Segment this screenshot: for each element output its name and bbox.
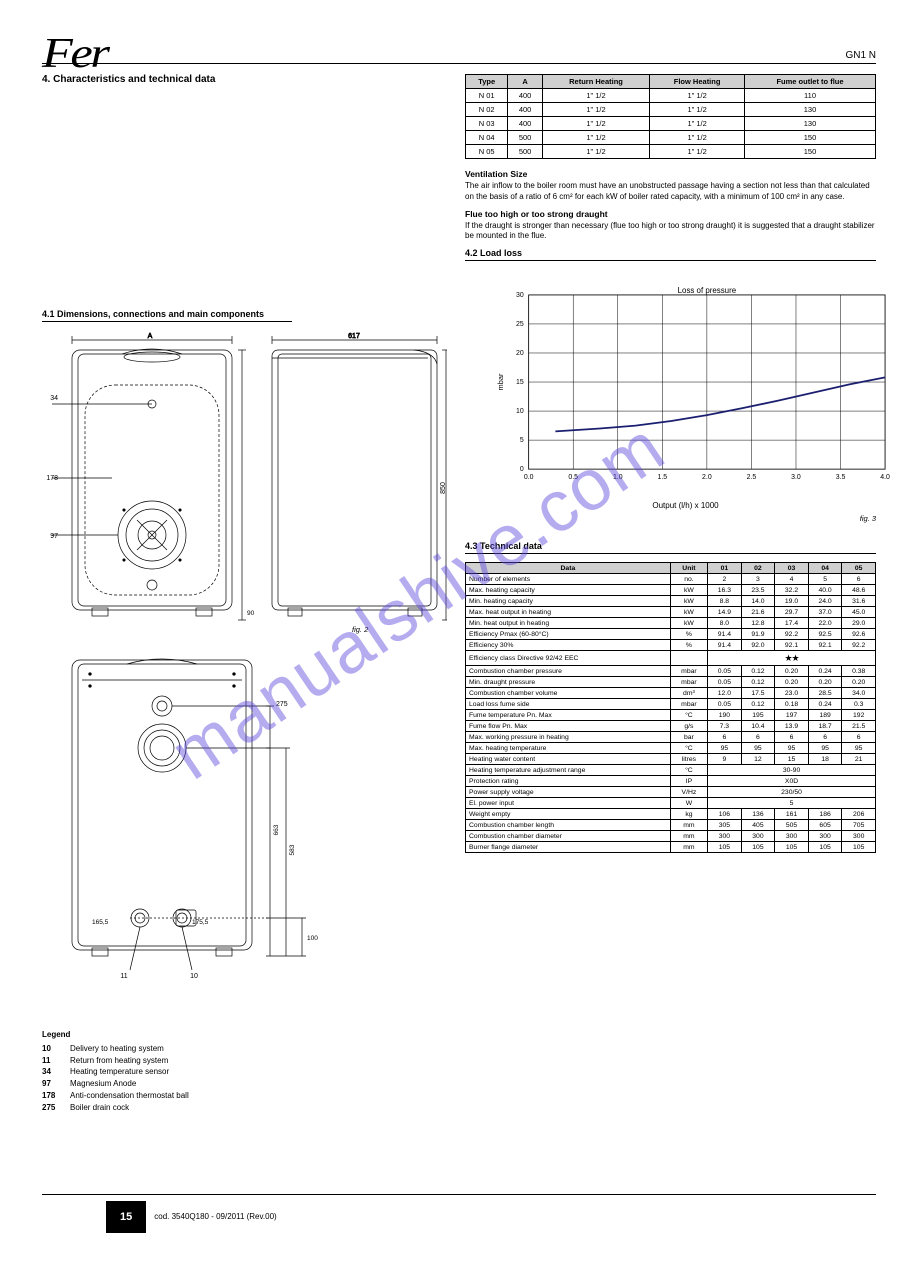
dimensions-heading: 4.1 Dimensions, connections and main com… bbox=[42, 309, 292, 322]
legend: Legend 10Delivery to heating system11Ret… bbox=[42, 1030, 447, 1114]
svg-text:0: 0 bbox=[520, 466, 524, 473]
svg-text:100: 100 bbox=[307, 935, 318, 942]
ventilation-heading: Ventilation Size bbox=[465, 169, 876, 179]
toohigh-heading: Flue too high or too strong draught bbox=[465, 209, 876, 219]
svg-text:663: 663 bbox=[273, 824, 280, 835]
svg-text:20: 20 bbox=[516, 350, 524, 357]
svg-text:617: 617 bbox=[348, 333, 360, 340]
left-column: 4. Characteristics and technical data 4.… bbox=[42, 74, 447, 1114]
svg-text:A: A bbox=[148, 333, 153, 340]
svg-text:275: 275 bbox=[276, 701, 288, 708]
toohigh-text: If the draught is stronger than necessar… bbox=[465, 221, 876, 243]
diagram-area: A bbox=[42, 330, 447, 1030]
svg-text:90: 90 bbox=[247, 610, 255, 617]
divider-bottom bbox=[42, 1194, 876, 1195]
svg-text:3.0: 3.0 bbox=[791, 474, 801, 481]
svg-text:30: 30 bbox=[516, 292, 524, 299]
svg-text:10: 10 bbox=[190, 973, 198, 980]
svg-text:1.5: 1.5 bbox=[658, 474, 668, 481]
svg-text:97: 97 bbox=[50, 533, 58, 540]
page-footer: 15 cod. 3540Q180 - 09/2011 (Rev.00) bbox=[42, 1201, 876, 1233]
chart-xlabel: Output (l/h) x 1000 bbox=[495, 501, 876, 510]
svg-text:fig. 2: fig. 2 bbox=[352, 625, 369, 634]
svg-text:10: 10 bbox=[516, 408, 524, 415]
techdata-table: DataUnit0102030405 Number of elementsno.… bbox=[465, 562, 876, 853]
techdata-heading: 4.3 Technical data bbox=[465, 541, 876, 554]
svg-text:175,5: 175,5 bbox=[192, 919, 209, 926]
fig3-caption: fig. 3 bbox=[465, 514, 876, 523]
svg-text:1.0: 1.0 bbox=[613, 474, 623, 481]
loadloss-chart: 0.00.51.01.52.02.53.03.54.0051015202530m… bbox=[465, 275, 876, 497]
brand-logo: Fer bbox=[42, 30, 918, 78]
svg-text:11: 11 bbox=[120, 973, 127, 980]
svg-text:583: 583 bbox=[289, 844, 296, 855]
svg-text:34: 34 bbox=[50, 395, 58, 402]
footer-code: cod. 3540Q180 - 09/2011 (Rev.00) bbox=[154, 1212, 276, 1221]
page-number: 15 bbox=[106, 1201, 146, 1233]
svg-text:5: 5 bbox=[520, 437, 524, 444]
svg-text:178: 178 bbox=[46, 475, 58, 482]
svg-text:0.5: 0.5 bbox=[568, 474, 578, 481]
ventilation-text: The air inflow to the boiler room must h… bbox=[465, 181, 876, 203]
svg-text:2.0: 2.0 bbox=[702, 474, 712, 481]
legend-title: Legend bbox=[42, 1030, 447, 1041]
svg-text:mbar: mbar bbox=[496, 373, 505, 390]
svg-text:850: 850 bbox=[440, 482, 447, 494]
svg-text:15: 15 bbox=[516, 379, 524, 386]
loadloss-heading: 4.2 Load loss bbox=[465, 248, 876, 261]
svg-text:0.0: 0.0 bbox=[524, 474, 534, 481]
page-root: Fer GN1 N manualshive.com 4. Characteris… bbox=[0, 0, 918, 1263]
svg-text:2.5: 2.5 bbox=[747, 474, 757, 481]
svg-text:4.0: 4.0 bbox=[880, 474, 890, 481]
connections-table: TypeAReturn HeatingFlow HeatingFume outl… bbox=[465, 74, 876, 159]
right-column: TypeAReturn HeatingFlow HeatingFume outl… bbox=[465, 74, 876, 1114]
svg-text:Loss of pressure: Loss of pressure bbox=[678, 286, 737, 295]
svg-text:165,5: 165,5 bbox=[92, 919, 109, 926]
svg-text:3.5: 3.5 bbox=[836, 474, 846, 481]
diagram-svg: A bbox=[42, 330, 447, 1030]
svg-text:25: 25 bbox=[516, 321, 524, 328]
